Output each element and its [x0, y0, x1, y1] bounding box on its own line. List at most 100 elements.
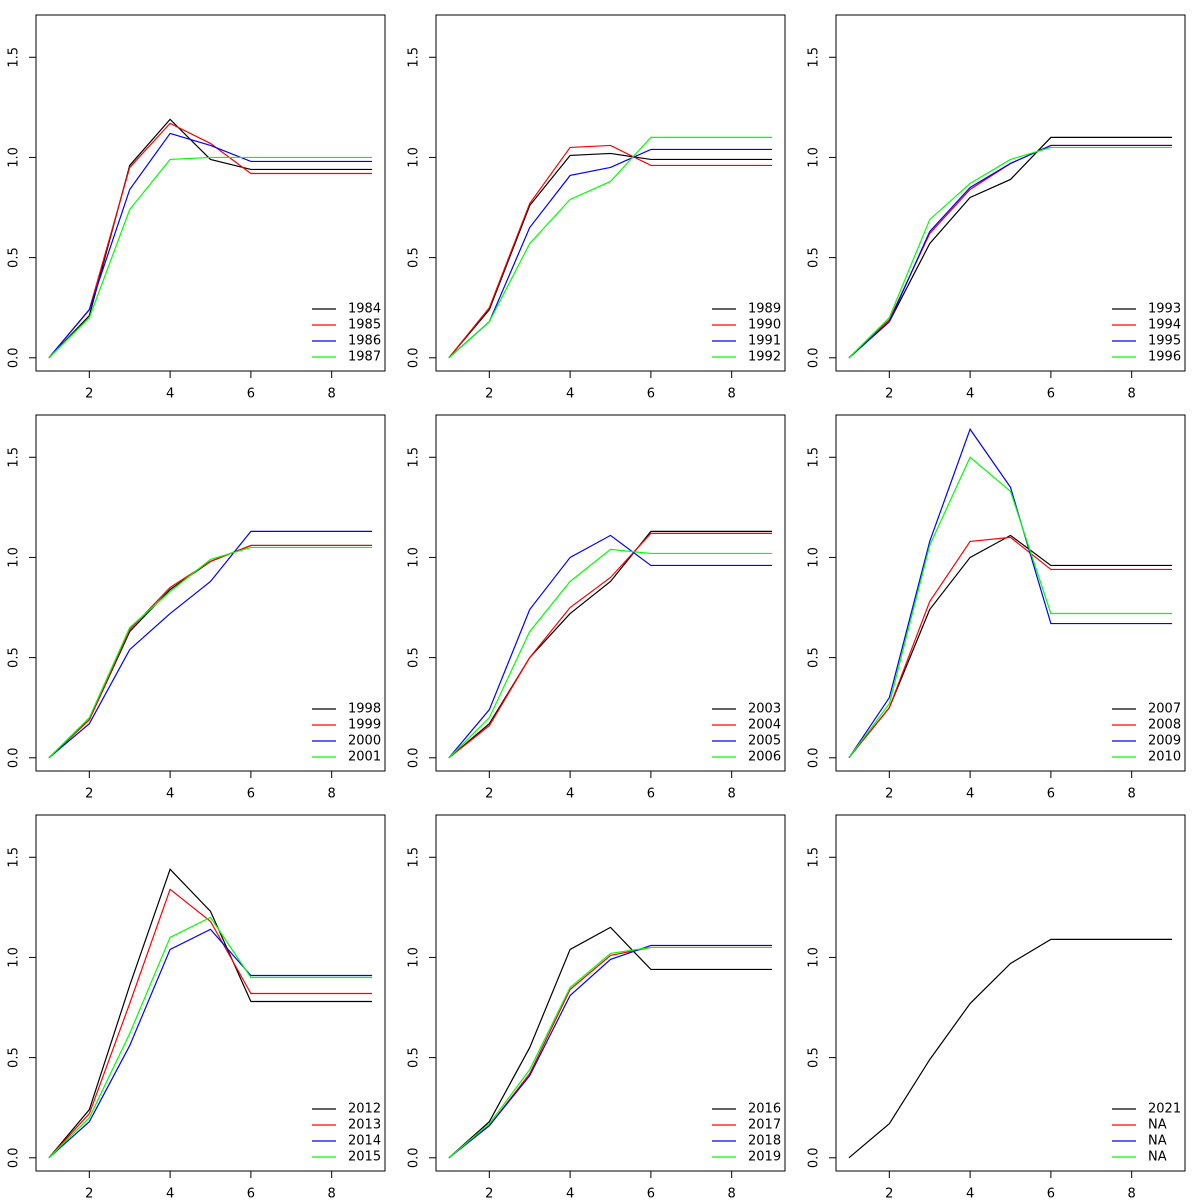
y-tick-label: 1.5	[407, 847, 422, 868]
legend-label: 2005	[748, 734, 781, 749]
legend-label: 2004	[748, 718, 781, 733]
series-line	[448, 944, 773, 1159]
plot-box	[35, 14, 386, 372]
series-line	[48, 888, 373, 1159]
y-tick-label: 1.0	[807, 947, 822, 968]
y-tick-label: 0.0	[7, 1147, 22, 1168]
legend-label: 2014	[348, 1134, 381, 1149]
series-line	[448, 532, 773, 759]
x-tick-label: 6	[1047, 387, 1055, 402]
legend-label: 1989	[748, 302, 781, 317]
x-tick-label: 8	[328, 1187, 336, 1201]
x-tick-label: 6	[1047, 1187, 1055, 1201]
x-tick-label: 6	[1047, 787, 1055, 802]
y-tick-label: 0.0	[807, 347, 822, 368]
legend-label: 2015	[348, 1150, 381, 1165]
series-line	[848, 534, 1173, 759]
legend-label: 2003	[748, 702, 781, 717]
y-tick-label: 1.0	[7, 147, 22, 168]
series-line	[48, 132, 373, 359]
x-tick-label: 4	[566, 1187, 574, 1201]
legend-label: 2007	[1148, 702, 1181, 717]
series-line	[448, 926, 773, 1159]
series-line	[448, 548, 773, 759]
legend-label: 2021	[1148, 1102, 1181, 1117]
plot-box	[835, 814, 1186, 1172]
y-tick-label: 1.5	[7, 847, 22, 868]
x-tick-label: 8	[328, 387, 336, 402]
y-tick-label: 1.5	[407, 47, 422, 68]
series-line	[448, 136, 773, 359]
legend-label: NA	[1148, 1134, 1167, 1149]
plot-box	[835, 414, 1186, 772]
legend-label: 2018	[748, 1134, 781, 1149]
legend-label: NA	[1148, 1150, 1167, 1165]
legend-label: 2017	[748, 1118, 781, 1133]
legend-label: 1992	[748, 350, 781, 365]
y-tick-label: 0.5	[407, 647, 422, 668]
x-tick-label: 2	[885, 787, 893, 802]
legend-label: 1987	[348, 350, 381, 365]
x-tick-label: 8	[728, 787, 736, 802]
x-tick-label: 4	[166, 787, 174, 802]
legend-label: 2006	[748, 750, 781, 765]
x-tick-label: 2	[85, 787, 93, 802]
x-tick-label: 2	[485, 387, 493, 402]
y-tick-label: 1.0	[807, 547, 822, 568]
y-tick-label: 0.0	[7, 747, 22, 768]
legend-label: 2013	[348, 1118, 381, 1133]
legend-label: NA	[1148, 1118, 1167, 1133]
series-line	[48, 916, 373, 1159]
y-tick-label: 1.5	[807, 847, 822, 868]
x-tick-label: 6	[247, 387, 255, 402]
y-tick-label: 1.5	[7, 447, 22, 468]
series-line	[448, 152, 773, 359]
series-line	[48, 530, 373, 759]
series-line	[448, 946, 773, 1159]
x-tick-label: 2	[485, 1187, 493, 1201]
series-line	[848, 456, 1173, 759]
x-tick-label: 4	[166, 387, 174, 402]
legend-label: 1991	[748, 334, 781, 349]
y-tick-label: 0.5	[7, 1047, 22, 1068]
series-line	[48, 156, 373, 359]
y-tick-label: 0.0	[7, 347, 22, 368]
legend-label: 2010	[1148, 750, 1181, 765]
legend-label: 1986	[348, 334, 381, 349]
x-tick-label: 6	[647, 387, 655, 402]
plot-box	[835, 14, 1186, 372]
y-tick-label: 0.0	[407, 747, 422, 768]
legend-label: 1993	[1148, 302, 1181, 317]
y-tick-label: 1.0	[407, 947, 422, 968]
x-tick-label: 4	[966, 1187, 974, 1201]
legend-label: 2012	[348, 1102, 381, 1117]
series-line	[448, 534, 773, 759]
legend-label: 1994	[1148, 318, 1181, 333]
y-tick-label: 0.5	[7, 247, 22, 268]
legend-label: 1999	[348, 718, 381, 733]
x-tick-label: 2	[885, 387, 893, 402]
x-tick-label: 4	[166, 1187, 174, 1201]
series-line	[48, 544, 373, 759]
series-line	[848, 427, 1173, 759]
x-tick-label: 8	[728, 387, 736, 402]
y-tick-label: 1.0	[7, 947, 22, 968]
x-tick-label: 4	[966, 387, 974, 402]
series-line	[848, 938, 1173, 1159]
legend-label: 1998	[348, 702, 381, 717]
y-tick-label: 0.5	[807, 247, 822, 268]
x-tick-label: 2	[885, 1187, 893, 1201]
series-line	[448, 946, 773, 1159]
series-line	[48, 544, 373, 759]
legend-label: 1984	[348, 302, 381, 317]
legend-label: 1985	[348, 318, 381, 333]
x-tick-label: 4	[566, 787, 574, 802]
